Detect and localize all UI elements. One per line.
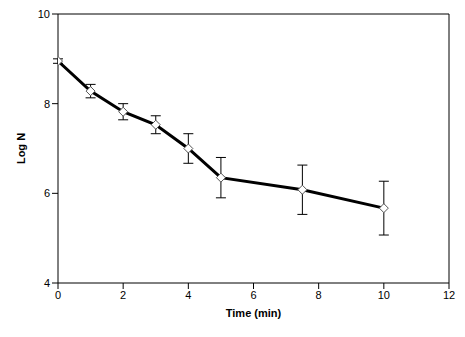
svg-text:4: 4: [185, 289, 191, 301]
svg-text:4: 4: [44, 277, 50, 289]
svg-text:10: 10: [38, 8, 50, 20]
svg-text:6: 6: [250, 289, 256, 301]
svg-text:12: 12: [443, 289, 455, 301]
svg-text:6: 6: [44, 187, 50, 199]
svg-text:Time (min): Time (min): [226, 307, 282, 319]
svg-text:2: 2: [120, 289, 126, 301]
svg-text:0: 0: [55, 289, 61, 301]
svg-text:Log N: Log N: [15, 133, 27, 164]
svg-text:8: 8: [44, 98, 50, 110]
svg-text:10: 10: [378, 289, 390, 301]
svg-text:8: 8: [316, 289, 322, 301]
